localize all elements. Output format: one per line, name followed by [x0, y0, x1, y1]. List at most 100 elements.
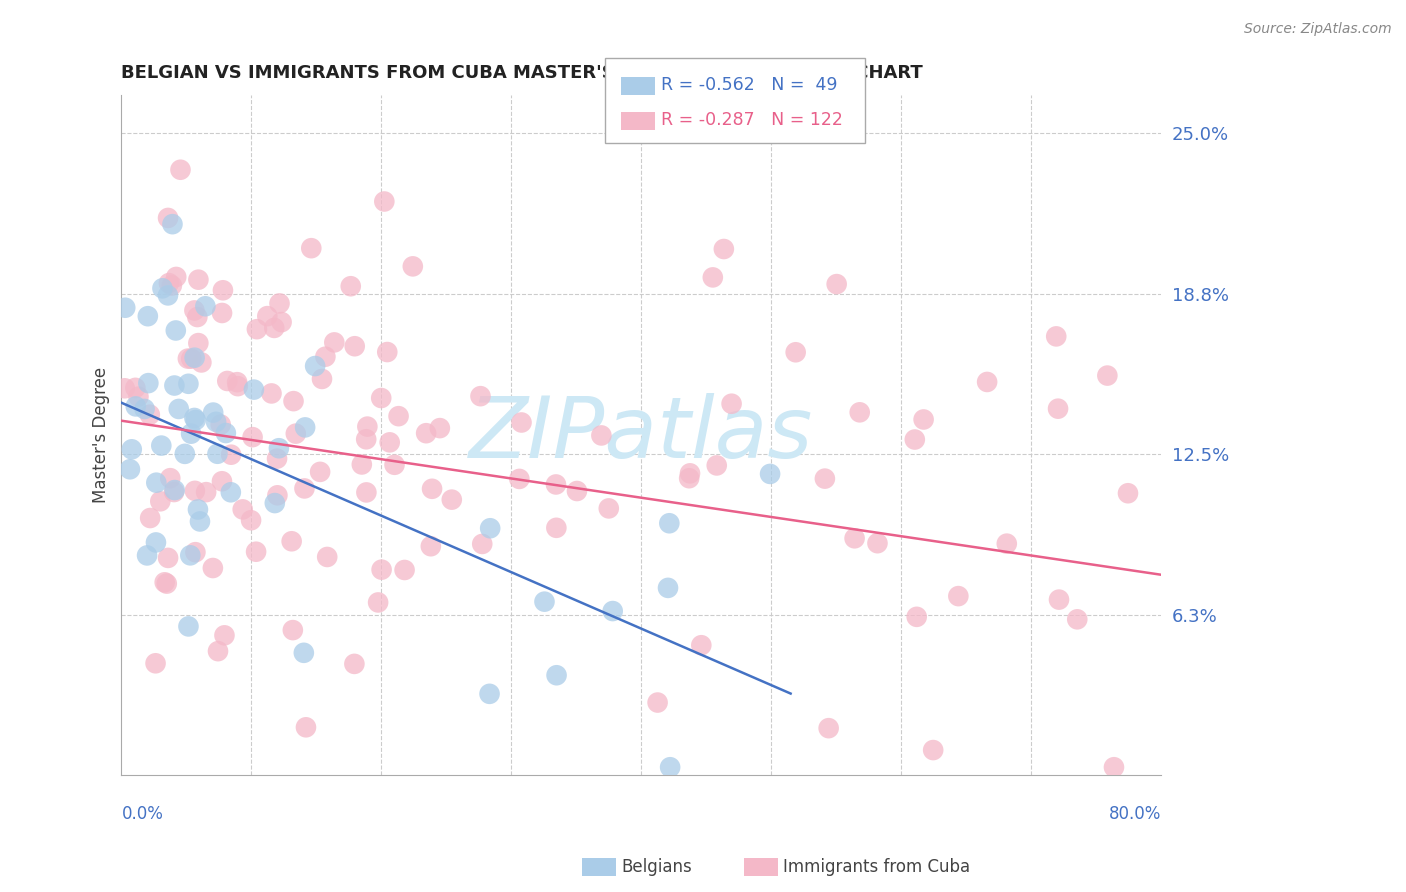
Point — [157, 211, 180, 225]
Point — [266, 488, 288, 502]
Point — [165, 323, 187, 337]
Point — [219, 485, 242, 500]
Point — [295, 720, 318, 734]
Point — [179, 549, 201, 563]
Text: BELGIAN VS IMMIGRANTS FROM CUBA MASTER'S DEGREE CORRELATION CHART: BELGIAN VS IMMIGRANTS FROM CUBA MASTER'S… — [121, 64, 924, 82]
Point — [478, 687, 501, 701]
Point — [184, 545, 207, 559]
Point — [1047, 592, 1070, 607]
Point — [294, 420, 316, 434]
Text: Immigrants from Cuba: Immigrants from Cuba — [783, 858, 970, 876]
Point — [177, 619, 200, 633]
Point — [207, 644, 229, 658]
Point — [180, 426, 202, 441]
Point — [186, 310, 208, 324]
Point — [785, 345, 807, 359]
Point — [294, 482, 316, 496]
Point — [163, 485, 186, 500]
Point — [263, 496, 285, 510]
Point — [912, 412, 935, 426]
Point — [976, 375, 998, 389]
Point — [138, 376, 160, 391]
Point — [679, 467, 702, 481]
Point — [479, 521, 502, 535]
Point — [343, 657, 366, 671]
Point — [367, 595, 389, 609]
Point — [1102, 760, 1125, 774]
Point — [183, 411, 205, 425]
Point — [510, 416, 533, 430]
Point — [217, 374, 239, 388]
Point — [183, 351, 205, 365]
Point — [1045, 329, 1067, 343]
Point — [565, 483, 588, 498]
Point — [240, 513, 263, 527]
Point — [720, 397, 742, 411]
Point — [281, 623, 304, 637]
Point — [440, 492, 463, 507]
Point — [114, 381, 136, 395]
Point — [356, 485, 378, 500]
Point — [214, 628, 236, 642]
Point — [304, 359, 326, 373]
Point — [311, 372, 333, 386]
Point — [702, 270, 724, 285]
Point — [263, 321, 285, 335]
Point — [183, 303, 205, 318]
Point — [243, 383, 266, 397]
Point — [184, 483, 207, 498]
Point — [173, 447, 195, 461]
Point — [163, 483, 186, 497]
Point — [659, 760, 682, 774]
Point — [375, 345, 398, 359]
Point — [180, 351, 202, 366]
Point — [139, 511, 162, 525]
Point — [156, 576, 179, 591]
Point — [149, 494, 172, 508]
Point — [848, 405, 870, 419]
Point — [658, 516, 681, 531]
Point — [299, 241, 322, 255]
Point — [215, 425, 238, 440]
Point — [402, 260, 425, 274]
Point — [948, 589, 970, 603]
Point — [471, 537, 494, 551]
Point — [219, 448, 242, 462]
Point — [169, 162, 191, 177]
Point — [184, 413, 207, 427]
Point — [373, 194, 395, 209]
Point — [323, 335, 346, 350]
Point — [266, 451, 288, 466]
Point — [136, 309, 159, 323]
Point — [419, 539, 441, 553]
Point — [211, 306, 233, 320]
Point — [177, 376, 200, 391]
Point — [201, 561, 224, 575]
Point — [378, 435, 401, 450]
Point — [470, 389, 492, 403]
Point — [598, 501, 620, 516]
Point — [145, 657, 167, 671]
Point — [145, 535, 167, 549]
Point — [159, 471, 181, 485]
Point — [136, 549, 159, 563]
Point — [546, 521, 568, 535]
Point — [292, 646, 315, 660]
Point — [706, 458, 728, 473]
Point — [156, 288, 179, 302]
Point — [602, 604, 624, 618]
Point — [167, 401, 190, 416]
Point — [187, 273, 209, 287]
Point — [114, 301, 136, 315]
Point — [825, 277, 848, 292]
Point — [209, 417, 232, 432]
Text: Source: ZipAtlas.com: Source: ZipAtlas.com — [1244, 22, 1392, 37]
Point — [194, 299, 217, 313]
Point — [284, 426, 307, 441]
Point — [905, 610, 928, 624]
Point — [226, 375, 249, 389]
Point — [232, 502, 254, 516]
Point — [188, 515, 211, 529]
Point — [187, 336, 209, 351]
Point — [316, 549, 339, 564]
